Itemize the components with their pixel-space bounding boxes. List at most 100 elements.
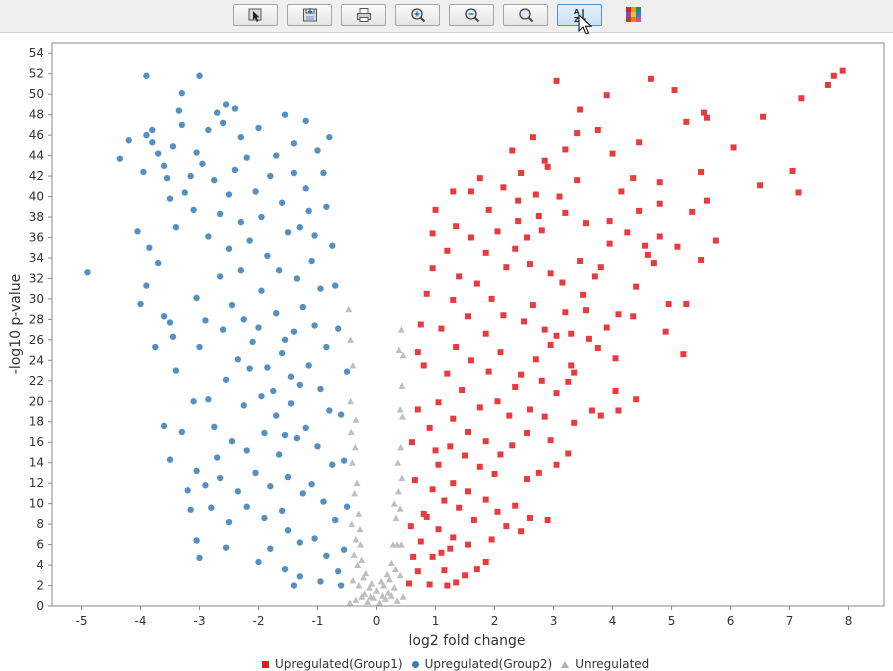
data-point-unregulated (348, 459, 356, 466)
y-tick-label: 48 (29, 108, 44, 122)
data-point-unregulated (393, 597, 401, 604)
data-point-group2 (246, 365, 253, 372)
data-point-group1 (544, 517, 551, 524)
data-point-group2 (160, 162, 168, 170)
data-point-unregulated (347, 428, 355, 435)
data-point-group2 (308, 480, 315, 488)
data-point-group1 (665, 301, 672, 308)
select-tool-button[interactable] (233, 4, 278, 26)
x-tick-label: 8 (845, 614, 853, 628)
cursor-select-icon (248, 8, 261, 22)
zoom-reset-button[interactable] (503, 4, 548, 26)
y-tick-label: 12 (29, 476, 44, 490)
x-tick-label: -3 (194, 614, 206, 628)
data-point-group2 (320, 498, 327, 505)
palette-icon[interactable] (625, 6, 643, 24)
data-point-group2 (228, 301, 236, 309)
data-point-group1 (435, 526, 442, 533)
data-point-group2 (278, 507, 286, 515)
y-tick-label: 16 (29, 435, 44, 449)
data-point-group1 (456, 273, 463, 280)
data-point-group1 (435, 399, 442, 406)
data-point-group2 (143, 72, 150, 79)
y-tick-label: 10 (29, 497, 44, 511)
data-point-group1 (450, 296, 457, 303)
data-point-unregulated (377, 577, 385, 585)
data-point-group2 (231, 166, 239, 174)
data-point-group2 (290, 328, 298, 335)
data-point-group1 (407, 523, 414, 530)
print-button[interactable] (341, 4, 386, 26)
data-point-group2 (187, 172, 194, 180)
data-point-group1 (529, 302, 536, 309)
data-point-group1 (524, 234, 531, 241)
data-point-group1 (473, 566, 480, 573)
data-point-group2 (305, 362, 312, 369)
y-tick-label: 0 (36, 599, 44, 613)
data-point-group2 (237, 133, 245, 141)
data-point-group2 (243, 447, 250, 454)
data-point-group1 (760, 113, 767, 120)
data-point-group1 (535, 212, 542, 219)
data-point-group1 (438, 549, 445, 556)
data-point-group1 (509, 442, 516, 449)
data-point-group2 (202, 317, 209, 324)
data-point-group2 (290, 582, 298, 589)
data-point-group1 (444, 370, 451, 377)
data-point-group1 (583, 307, 590, 314)
data-point-group1 (541, 326, 548, 333)
print-icon (356, 8, 371, 22)
data-point-group2 (302, 185, 309, 192)
data-point-group1 (580, 291, 587, 298)
y-tick-label: 18 (29, 415, 44, 429)
data-point-group2 (178, 428, 186, 436)
data-point-group1 (535, 469, 542, 476)
legend-item-unregulated[interactable]: Unregulated (561, 657, 649, 671)
data-point-group2 (140, 168, 147, 176)
data-point-group2 (252, 469, 259, 477)
mouse-pointer-icon (578, 14, 592, 35)
data-point-group1 (512, 502, 519, 509)
data-point-group1 (444, 247, 451, 254)
data-point-group2 (267, 172, 274, 180)
y-tick-label: 32 (29, 271, 44, 285)
data-point-group1 (650, 260, 657, 267)
data-point-group1 (506, 412, 513, 419)
data-point-group2 (278, 199, 286, 206)
y-axis-title: -log10 p-value (8, 274, 24, 374)
zoom-in-button[interactable] (395, 4, 440, 26)
data-point-unregulated (380, 582, 388, 589)
data-point-group2 (193, 149, 200, 156)
legend-item-group2[interactable]: Upregulated(Group2) (411, 657, 552, 671)
data-point-group2 (296, 381, 304, 389)
data-point-group1 (429, 553, 436, 560)
data-point-group1 (636, 139, 643, 146)
data-point-group2 (237, 267, 245, 274)
data-point-group2 (317, 578, 324, 585)
data-point-group2 (284, 527, 292, 534)
data-point-group1 (529, 134, 536, 141)
y-tick-label: 54 (29, 46, 44, 60)
data-point-group2 (134, 228, 141, 235)
data-point-group1 (494, 508, 501, 515)
legend-item-group1[interactable]: Upregulated(Group1) (262, 657, 403, 671)
data-point-group1 (798, 95, 805, 102)
data-point-group2 (152, 343, 159, 351)
data-point-group1 (730, 144, 737, 151)
data-point-group2 (329, 242, 336, 249)
data-point-group2 (196, 72, 203, 79)
zoom-out-button[interactable] (449, 4, 494, 26)
data-point-group1 (612, 355, 619, 362)
data-point-group1 (526, 406, 533, 413)
data-point-group1 (594, 345, 601, 352)
y-tick-label: 44 (29, 149, 44, 163)
data-point-group2 (219, 119, 227, 127)
data-point-group2 (84, 269, 91, 276)
data-point-group1 (476, 404, 483, 411)
data-point-group2 (160, 422, 168, 430)
data-point-group2 (281, 336, 289, 344)
save-button[interactable] (287, 4, 332, 26)
data-point-unregulated (391, 565, 399, 573)
data-point-group2 (143, 282, 150, 289)
data-point-group2 (255, 324, 262, 331)
